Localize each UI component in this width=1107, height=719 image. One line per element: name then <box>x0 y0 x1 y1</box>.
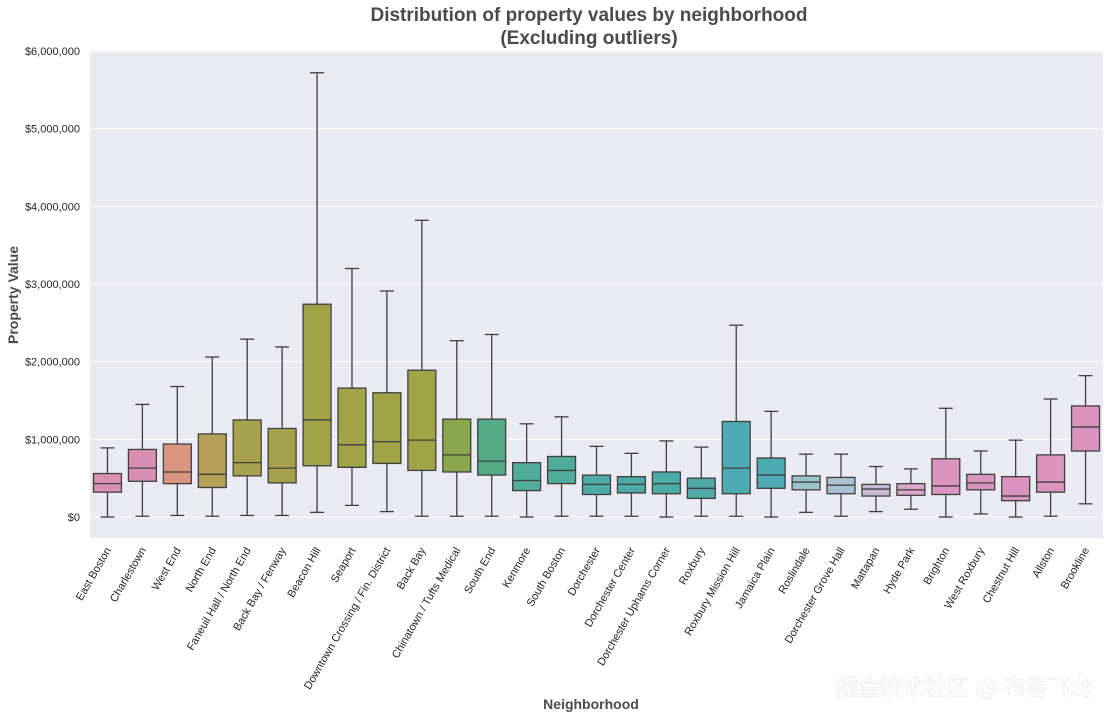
box-west-end <box>162 385 192 517</box>
box-iqr <box>162 443 192 485</box>
y-tick-label: $1,000,000 <box>25 434 80 446</box>
x-tick-label: Chinatown / Tufts Medical <box>390 546 463 661</box>
x-tick-label: East Boston <box>74 546 114 603</box>
box-roxbury <box>686 446 716 517</box>
x-tick-label: Seaport <box>329 546 359 585</box>
x-tick-label: Dorchester Uphams Corner <box>595 545 673 668</box>
box-beacon-hill <box>302 72 332 514</box>
x-axis-title: Neighborhood <box>543 696 639 712</box>
box-south-end <box>477 333 507 517</box>
x-tick-label: Allston <box>1030 546 1057 581</box>
box-iqr <box>197 433 227 489</box>
box-iqr <box>302 303 332 467</box>
box-back-bay <box>407 219 437 517</box>
y-tick-labels: $0 $1,000,000 $2,000,000 $3,000,000 $4,000,0… <box>25 46 80 524</box>
y-tick-label: $0 <box>68 512 80 524</box>
x-tick-label: Chestnut Hill <box>981 545 1023 605</box>
watermark: 掘金技术社区 @ 布客飞龙 <box>836 676 1092 701</box>
x-tick-label: North End <box>184 546 219 595</box>
box-brighton <box>931 407 961 518</box>
x-tick-label: Faneuil Hall / North End <box>185 546 254 653</box>
box-east-boston <box>92 447 123 518</box>
box-charlestown <box>127 403 158 517</box>
box-allston <box>1035 398 1066 517</box>
y-tick-label: $4,000,000 <box>25 201 80 213</box>
box-iqr <box>651 471 681 495</box>
box-jamaica-plain <box>756 410 786 518</box>
x-tick-label: Back Bay <box>395 545 429 592</box>
x-tick-label: South Boston <box>525 546 568 609</box>
x-tick-label: Roslindale <box>777 546 813 596</box>
y-tick-label: $6,000,000 <box>25 46 80 58</box>
box-iqr <box>1035 454 1066 493</box>
x-tick-label: Charlestown <box>108 546 149 605</box>
x-tick-label: Beacon Hill <box>285 546 323 600</box>
box-iqr <box>721 420 751 495</box>
box-iqr <box>232 419 262 477</box>
box-roxbury-mission-hill <box>721 324 751 517</box>
box-west-roxbury <box>966 450 996 515</box>
box-iqr <box>512 462 542 492</box>
y-axis-title: Property Value <box>5 246 21 344</box>
box-hyde-park <box>896 468 926 510</box>
box-dorchester-grove-hall <box>826 453 856 517</box>
box-iqr <box>127 448 158 482</box>
x-tick-label: Brookline <box>1059 546 1092 592</box>
box-downtown-crossing-fin-district <box>372 290 402 513</box>
x-tick-label: South End <box>462 546 498 596</box>
box-north-end <box>197 356 227 517</box>
box-dorchester-uphams-corner <box>651 440 681 518</box>
x-tick-label: West End <box>150 546 184 593</box>
y-tick-label: $5,000,000 <box>25 124 80 136</box>
box-faneuil-hall-north-end <box>232 338 262 517</box>
box-seaport <box>337 267 367 507</box>
box-iqr <box>407 369 437 472</box>
x-tick-label: Mattapan <box>849 546 882 592</box>
box-iqr <box>931 458 961 496</box>
box-chestnut-hill <box>1001 439 1031 518</box>
y-tick-label: $2,000,000 <box>25 357 80 369</box>
box-mattapan <box>861 465 891 513</box>
box-iqr <box>372 392 402 465</box>
chart-title: Distribution of property values by neigh… <box>370 5 807 26</box>
x-tick-label: Brighton <box>922 546 953 587</box>
x-tick-label: Roxbury <box>677 545 708 587</box>
chart-subtitle: (Excluding outliers) <box>500 28 677 49</box>
box-iqr <box>477 418 507 476</box>
box-iqr <box>1001 475 1031 502</box>
box-iqr <box>1070 405 1101 452</box>
box-dorchester-center <box>616 452 647 517</box>
x-tick-label: Kenmore <box>501 546 534 591</box>
box-iqr <box>92 472 123 493</box>
box-chinatown-tufts-medical <box>442 340 472 517</box>
y-tick-label: $3,000,000 <box>25 279 80 291</box>
box-iqr <box>337 387 367 468</box>
x-tick-label: Hyde Park <box>881 545 917 596</box>
box-iqr <box>966 473 996 491</box>
x-tick-label: Dorchester <box>566 545 603 598</box>
box-back-bay-fenway <box>267 346 297 517</box>
box-iqr <box>791 475 821 491</box>
box-south-boston <box>546 416 577 517</box>
box-kenmore <box>512 423 542 518</box>
box-iqr <box>442 418 472 473</box>
box-iqr <box>861 483 891 497</box>
box-iqr <box>267 427 297 484</box>
box-dorchester <box>581 445 612 517</box>
box-roslindale <box>791 453 821 514</box>
box-iqr <box>756 457 786 489</box>
box-brookline <box>1070 375 1101 505</box>
boxes <box>92 72 1101 518</box>
